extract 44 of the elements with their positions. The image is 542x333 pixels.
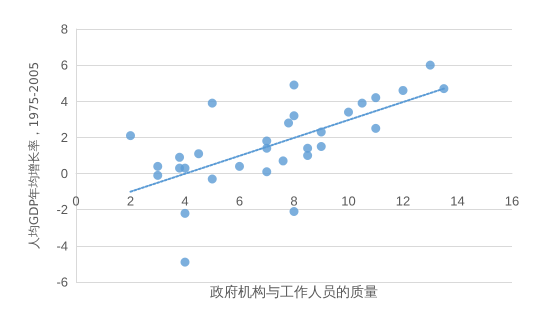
x-tick-label: 8 xyxy=(290,194,298,209)
x-tick-label: 16 xyxy=(504,194,520,209)
point xyxy=(194,149,204,158)
x-tick-label: 10 xyxy=(341,194,356,209)
point xyxy=(358,98,367,108)
point xyxy=(208,98,217,108)
point xyxy=(180,164,190,173)
point xyxy=(278,156,288,166)
point xyxy=(371,124,380,133)
point xyxy=(175,152,184,162)
y-tick-label: -4 xyxy=(56,238,68,254)
point xyxy=(426,60,435,70)
x-tick-label: 0 xyxy=(72,194,80,209)
x-tick-label: 14 xyxy=(450,194,465,209)
point xyxy=(371,93,380,102)
y-tick-label: -2 xyxy=(56,202,68,218)
y-tick-label: 6 xyxy=(60,58,68,73)
x-tick-label: 4 xyxy=(181,194,189,209)
x-axis-title: 政府机构与工作人员的质量 xyxy=(210,284,378,301)
point xyxy=(262,167,272,176)
x-tick-label: 12 xyxy=(396,194,410,209)
y-tick-label: 8 xyxy=(60,22,68,36)
point xyxy=(290,111,298,120)
y-tick-label: -6 xyxy=(56,274,68,290)
x-tick-label: 2 xyxy=(126,194,134,209)
point xyxy=(284,118,294,128)
point xyxy=(290,80,298,90)
y-axis-title: 人均GDP年均增长率，1975-2005 xyxy=(27,62,41,250)
point xyxy=(398,86,408,95)
point xyxy=(180,258,190,267)
point xyxy=(180,208,190,218)
point xyxy=(290,207,298,216)
point xyxy=(126,131,135,140)
y-tick-label: 2 xyxy=(60,130,68,145)
point xyxy=(153,170,162,180)
point xyxy=(208,174,217,184)
point xyxy=(303,151,312,160)
y-tick-label: 4 xyxy=(60,94,68,109)
point xyxy=(153,162,162,171)
point xyxy=(316,142,326,151)
point xyxy=(235,162,244,171)
point xyxy=(344,108,353,117)
y-tick-label: 0 xyxy=(60,166,68,182)
x-tick-label: 6 xyxy=(236,194,244,209)
